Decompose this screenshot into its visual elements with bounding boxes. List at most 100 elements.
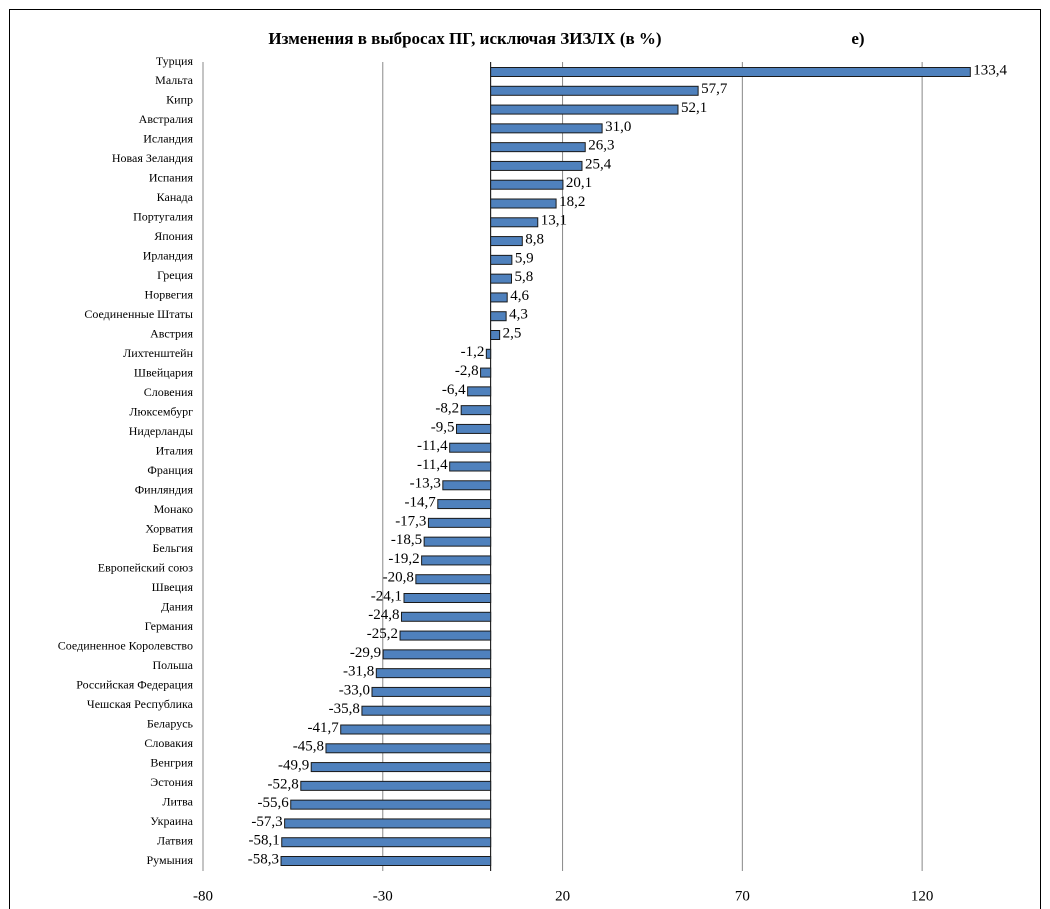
value-label: -17,3 — [395, 513, 426, 529]
bar — [427, 517, 492, 528]
value-label: 18,2 — [559, 194, 585, 210]
bar — [423, 536, 492, 547]
bar — [442, 480, 492, 491]
bar — [490, 236, 523, 247]
category-label: Финляндия — [135, 482, 194, 496]
value-label: -2,8 — [455, 363, 479, 379]
value-label: -11,4 — [417, 457, 448, 473]
bar — [480, 367, 492, 378]
category-label: Швейцария — [134, 366, 194, 380]
bar — [490, 67, 971, 77]
category-label: Соединенное Королевство — [58, 638, 193, 652]
value-label: 31,0 — [605, 119, 631, 135]
category-label: Европейский союз — [98, 560, 193, 574]
category-label: Норвегия — [145, 288, 194, 302]
category-label: Бельгия — [152, 541, 193, 555]
bar — [490, 254, 513, 265]
category-label: Канада — [157, 190, 194, 204]
value-label: 133,4 — [973, 62, 1007, 78]
value-label: -55,6 — [257, 795, 289, 811]
category-label: Латвия — [157, 833, 193, 847]
category-label: Люксембург — [129, 405, 193, 419]
category-label: Нидерланды — [129, 424, 193, 438]
x-tick-label: 70 — [735, 888, 750, 904]
value-label: 4,3 — [509, 307, 528, 323]
category-label: Португалия — [133, 210, 193, 224]
value-label: -13,3 — [410, 476, 441, 492]
value-label: 8,8 — [525, 232, 544, 248]
value-label: 5,8 — [515, 269, 534, 285]
value-label: -57,3 — [251, 814, 282, 830]
bar — [421, 555, 492, 566]
bar — [490, 85, 699, 96]
value-label: -52,8 — [268, 776, 299, 792]
bar — [375, 668, 492, 679]
value-label: -33,0 — [339, 682, 370, 698]
bar — [449, 442, 492, 453]
bar — [361, 705, 492, 716]
bar — [400, 611, 492, 622]
value-label: 13,1 — [541, 213, 567, 229]
chart-frame — [9, 9, 1041, 909]
value-label: 4,6 — [510, 288, 529, 304]
value-label: -11,4 — [417, 438, 448, 454]
value-label: -31,8 — [343, 664, 374, 680]
value-label: -18,5 — [391, 532, 422, 548]
x-tick-label: -80 — [193, 888, 213, 904]
bar — [490, 217, 539, 228]
bar — [467, 386, 492, 397]
bar — [490, 160, 583, 171]
value-label: -35,8 — [329, 701, 360, 717]
value-label: -1,2 — [461, 344, 485, 360]
value-label: -24,8 — [368, 607, 399, 623]
value-label: -9,5 — [431, 419, 455, 435]
value-label: -58,1 — [248, 833, 279, 849]
category-label: Франция — [147, 463, 193, 477]
value-label: 57,7 — [701, 81, 728, 97]
bar — [415, 574, 492, 585]
value-label: -49,9 — [278, 758, 309, 774]
panel-label: е) — [851, 29, 864, 48]
value-label: 5,9 — [515, 250, 534, 266]
value-label: 25,4 — [585, 156, 612, 172]
category-label: Монако — [154, 502, 193, 516]
category-label: Словения — [144, 385, 194, 399]
bar — [290, 799, 492, 810]
bar — [490, 330, 501, 340]
category-label: Ирландия — [143, 249, 194, 263]
value-label: -41,7 — [307, 720, 339, 736]
value-label: -20,8 — [383, 570, 414, 586]
chart-title: Изменения в выбросах ПГ, исключая ЗИЗЛХ … — [268, 29, 661, 48]
category-label: Австрия — [150, 327, 193, 341]
bar — [284, 818, 492, 829]
bar — [382, 649, 492, 660]
value-label: 52,1 — [681, 100, 707, 116]
category-label: Австралия — [139, 112, 194, 126]
bar — [460, 405, 492, 416]
category-label: Хорватия — [145, 521, 193, 535]
category-label: Греция — [157, 268, 193, 282]
category-label: Венгрия — [150, 755, 193, 769]
category-label: Соединенные Штаты — [84, 307, 193, 321]
value-label: -19,2 — [388, 551, 419, 567]
category-label: Эстония — [150, 775, 193, 789]
value-label: -58,3 — [248, 851, 279, 867]
value-label: -14,7 — [405, 495, 437, 511]
bar — [490, 179, 564, 190]
category-label: Турция — [156, 54, 194, 68]
value-label: -24,1 — [371, 588, 402, 604]
x-tick-label: 120 — [911, 888, 934, 904]
bar — [490, 104, 679, 115]
value-label: -29,9 — [350, 645, 381, 661]
category-label: Мальта — [155, 73, 193, 87]
value-label: 2,5 — [503, 325, 522, 341]
x-tick-label: -30 — [373, 888, 393, 904]
category-label: Чешская Республика — [87, 697, 194, 711]
category-label: Исландия — [143, 132, 193, 146]
bar — [300, 780, 492, 791]
bar — [437, 499, 492, 510]
bar — [371, 686, 492, 697]
category-label: Дания — [161, 599, 193, 613]
bar — [399, 630, 492, 641]
